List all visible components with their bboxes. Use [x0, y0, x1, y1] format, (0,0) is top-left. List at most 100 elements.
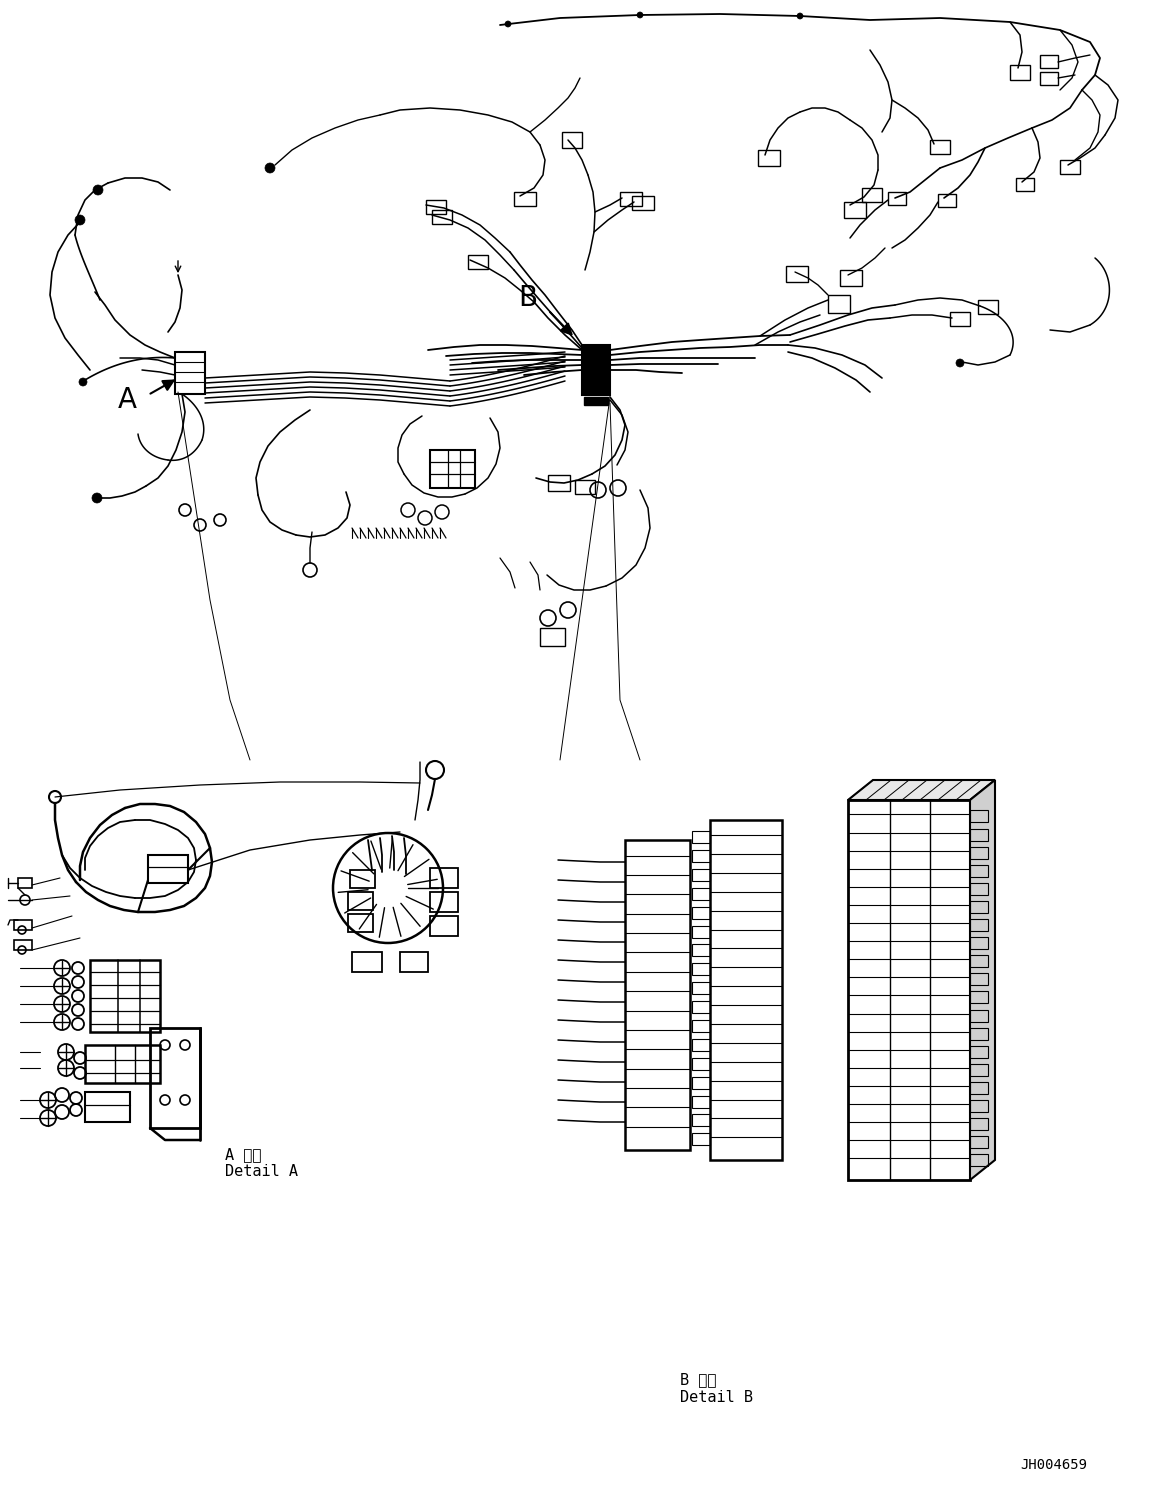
- Circle shape: [505, 21, 511, 27]
- Bar: [430, 449, 475, 488]
- Bar: [970, 973, 989, 985]
- Bar: [970, 1009, 989, 1022]
- Bar: [174, 353, 205, 394]
- Bar: [828, 295, 850, 312]
- Bar: [1040, 71, 1058, 85]
- Bar: [562, 132, 582, 147]
- Bar: [1059, 161, 1080, 174]
- Bar: [970, 920, 989, 931]
- Bar: [692, 945, 709, 957]
- Bar: [970, 882, 989, 894]
- Circle shape: [74, 214, 85, 225]
- Circle shape: [92, 493, 102, 503]
- Bar: [430, 917, 458, 936]
- Bar: [582, 345, 611, 394]
- Bar: [692, 1134, 709, 1146]
- Bar: [1040, 55, 1058, 68]
- Circle shape: [79, 378, 87, 385]
- Bar: [584, 397, 608, 405]
- Bar: [970, 1064, 989, 1076]
- Bar: [692, 982, 709, 994]
- Bar: [786, 266, 808, 283]
- Bar: [431, 210, 452, 225]
- Bar: [632, 196, 654, 210]
- Bar: [970, 865, 989, 876]
- Bar: [692, 926, 709, 937]
- Bar: [970, 1117, 989, 1129]
- Bar: [758, 150, 780, 167]
- Bar: [970, 1028, 989, 1040]
- Bar: [85, 1092, 130, 1122]
- Text: B: B: [518, 284, 537, 312]
- Bar: [17, 878, 33, 888]
- Bar: [540, 628, 565, 646]
- Bar: [468, 254, 488, 269]
- Bar: [548, 475, 570, 491]
- Text: A: A: [117, 385, 137, 414]
- Bar: [970, 811, 989, 823]
- Text: JH004659: JH004659: [1020, 1458, 1087, 1472]
- Text: A 詳細: A 詳細: [224, 1147, 262, 1162]
- Bar: [348, 914, 373, 931]
- Bar: [692, 850, 709, 862]
- Bar: [692, 1115, 709, 1126]
- Bar: [970, 1100, 989, 1112]
- Polygon shape: [970, 780, 996, 1180]
- Bar: [426, 199, 445, 214]
- Bar: [978, 301, 998, 314]
- Circle shape: [265, 164, 274, 173]
- Bar: [970, 937, 989, 949]
- Bar: [848, 801, 970, 1180]
- Bar: [970, 829, 989, 841]
- Bar: [970, 1046, 989, 1058]
- Bar: [620, 192, 642, 205]
- Circle shape: [956, 359, 964, 368]
- Text: B 詳細: B 詳細: [680, 1372, 716, 1387]
- Bar: [692, 1019, 709, 1033]
- Bar: [692, 832, 709, 844]
- Bar: [692, 1077, 709, 1089]
- Bar: [844, 202, 866, 219]
- Bar: [970, 1082, 989, 1094]
- Polygon shape: [848, 780, 996, 801]
- Bar: [14, 920, 33, 930]
- Bar: [514, 192, 536, 205]
- Bar: [352, 952, 381, 972]
- Bar: [692, 888, 709, 900]
- Bar: [692, 963, 709, 975]
- Bar: [575, 481, 595, 494]
- Bar: [400, 952, 428, 972]
- Text: Detail B: Detail B: [680, 1390, 752, 1406]
- Bar: [1016, 179, 1034, 190]
- Circle shape: [797, 13, 802, 19]
- Bar: [625, 841, 690, 1150]
- Bar: [939, 193, 956, 207]
- Bar: [970, 991, 989, 1003]
- Bar: [692, 869, 709, 881]
- Bar: [692, 1001, 709, 1013]
- Bar: [14, 940, 33, 949]
- Bar: [889, 192, 906, 205]
- Bar: [85, 1045, 160, 1083]
- Bar: [90, 960, 160, 1033]
- Bar: [692, 1095, 709, 1107]
- Bar: [430, 891, 458, 912]
- Bar: [692, 1058, 709, 1070]
- Circle shape: [93, 185, 104, 195]
- Text: Detail A: Detail A: [224, 1165, 298, 1180]
- Bar: [950, 312, 970, 326]
- Bar: [862, 187, 882, 202]
- Bar: [970, 955, 989, 967]
- Bar: [692, 906, 709, 918]
- Bar: [970, 847, 989, 859]
- Bar: [1009, 65, 1030, 80]
- Bar: [840, 269, 862, 286]
- Bar: [150, 1028, 200, 1128]
- Bar: [430, 868, 458, 888]
- Bar: [350, 870, 374, 888]
- Bar: [970, 1137, 989, 1149]
- Bar: [348, 891, 373, 911]
- Bar: [148, 856, 188, 882]
- Bar: [709, 820, 782, 1161]
- Bar: [692, 1039, 709, 1051]
